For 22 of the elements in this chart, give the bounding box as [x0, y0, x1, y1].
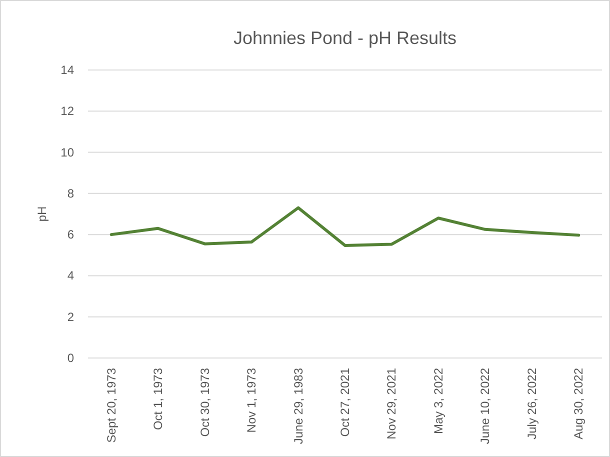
x-tick-label: Nov 29, 2021	[384, 368, 399, 440]
line-series	[110, 206, 580, 247]
x-tick-label: July 26, 2022	[524, 368, 539, 440]
x-tick-label: June 10, 2022	[478, 368, 492, 444]
x-tick-label: Oct 27, 2021	[338, 368, 352, 437]
y-tick-label: 6	[67, 228, 74, 242]
y-tick-label: 4	[67, 268, 74, 283]
x-tick-label: Sept 20, 1973	[104, 368, 118, 443]
x-tick-label: Nov 1, 1973	[244, 368, 259, 433]
x-tick-label: Oct 30, 1973	[198, 368, 212, 437]
y-tick-label: 2	[67, 310, 74, 324]
y-axis-title: pH	[35, 206, 49, 222]
x-tick-label: Oct 1, 1973	[151, 368, 166, 430]
y-tick-label: 14	[60, 63, 74, 77]
y-tick-label: 8	[67, 186, 74, 200]
y-tick-label: 10	[60, 145, 74, 160]
chart-title: Johnnies Pond - pH Results	[233, 28, 457, 48]
x-tick-label: June 29, 1983	[291, 368, 306, 444]
x-tick-label: Aug 30, 2022	[572, 368, 586, 440]
y-tick-label: 12	[60, 104, 74, 118]
x-tick-label: May 3, 2022	[431, 368, 446, 434]
y-tick-label: 0	[67, 351, 74, 365]
